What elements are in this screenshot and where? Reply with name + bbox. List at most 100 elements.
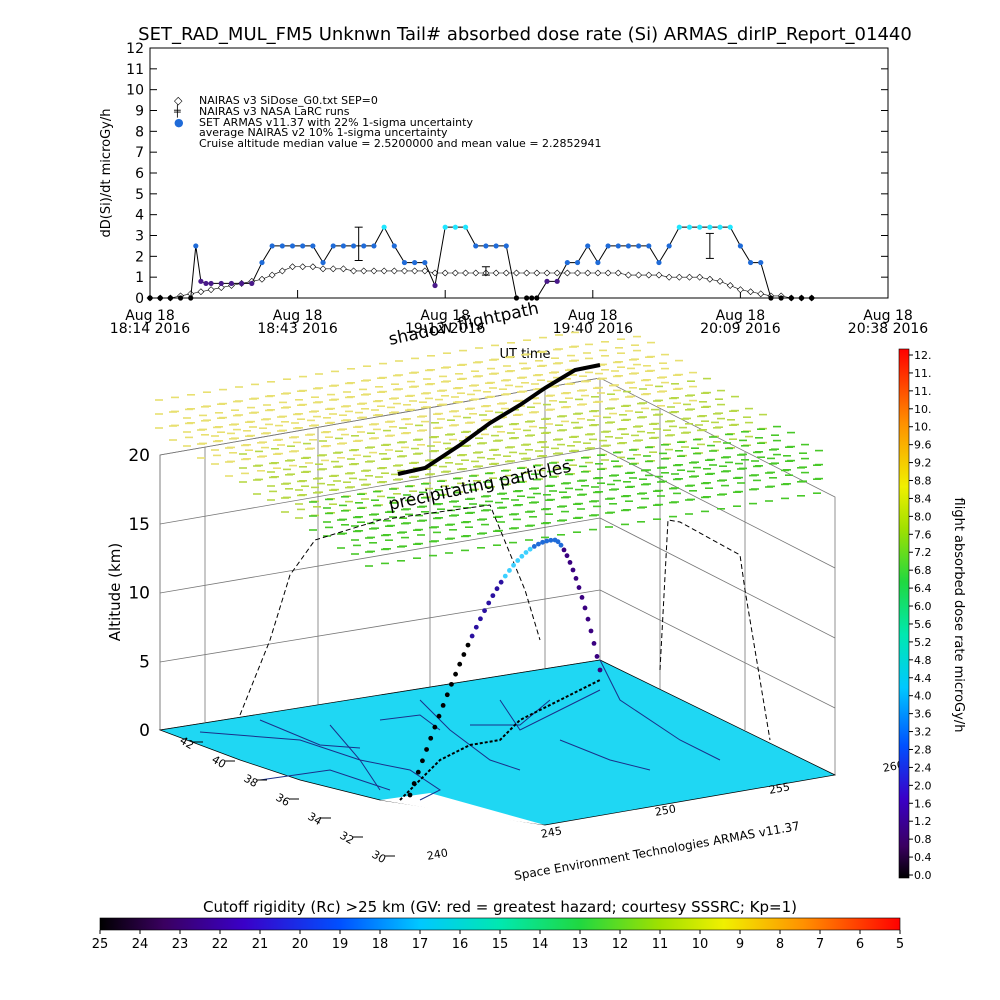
top-x-tick-date: Aug 18 (273, 308, 323, 324)
nairas-v3-point (686, 273, 693, 281)
armas-point (809, 295, 815, 301)
armas-point (442, 224, 448, 230)
nairas-v3-point (523, 269, 531, 277)
map-state-borders (199, 659, 721, 801)
nairas-v3-point (360, 267, 368, 275)
nairas-v3-line (150, 266, 812, 299)
armas-point (193, 243, 199, 249)
bottom-colorbar-tick-label: 21 (252, 937, 269, 952)
nairas-v3-point (411, 267, 419, 275)
altitude-tick-label: 0 (139, 721, 150, 741)
flight-arc-point (436, 713, 442, 719)
flight-3d-plot: 0 5 10 15 20 Altitude (km) 42 40 38 36 34 32 30 24… (106, 299, 905, 883)
armas-point (401, 259, 408, 266)
altitude-ticks: 0 5 10 15 20 (128, 446, 150, 741)
nairas-v3-point (645, 271, 653, 279)
armas-point (249, 280, 255, 287)
top-y-tick-label: 6 (135, 166, 144, 182)
armas-point (330, 243, 336, 249)
armas-point (361, 243, 367, 249)
right-colorbar-tick-label: 4.0 (914, 690, 932, 703)
armas-point (717, 224, 723, 230)
bottom-colorbar-tick-label: 18 (372, 937, 389, 952)
flight-arc-point (498, 579, 504, 585)
top-y-tick-label: 3 (135, 229, 144, 245)
bottom-colorbar-tick-label: 13 (572, 937, 589, 952)
armas-point (340, 243, 347, 249)
right-colorbar: 12. 11. 11. 10. 10. 9.6 9.2 8.8 8.4 8.0 7.6 7.2 6.8 6… (898, 348, 966, 882)
right-colorbar-tick-label: 6.4 (914, 582, 932, 595)
legend-entry-armas: SET ARMAS v11.37 with 22% 1-sigma uncert… (199, 116, 473, 129)
right-colorbar-tick-label: 5.2 (914, 636, 932, 649)
flight-arc-point (415, 769, 421, 775)
latitude-tick-label: 32 (337, 829, 356, 847)
armas-point (605, 243, 611, 249)
nairas-v3-point (563, 269, 571, 277)
top-y-tick-label: 1 (135, 270, 144, 286)
nairas-v3-point (370, 267, 378, 275)
top-y-tick-label: 10 (126, 83, 144, 99)
right-colorbar-tick-label: 3.6 (914, 708, 932, 721)
shadow-flightpath-right (659, 519, 771, 741)
right-colorbar-tick-label: 2.8 (914, 743, 932, 756)
flight-arc-point (573, 576, 579, 581)
top-y-tick-label: 8 (135, 124, 144, 140)
legend-symbol-armas: ● (174, 116, 184, 129)
armas-point (228, 280, 235, 287)
nairas-v3-point (553, 269, 561, 277)
flight-arc-point (515, 558, 521, 563)
flight-arc-point (444, 692, 450, 698)
latitude-ticks: 42 40 38 36 34 32 30 (177, 734, 395, 866)
armas-point (493, 243, 499, 249)
armas-point (391, 243, 397, 249)
flight-arc-point (588, 628, 594, 634)
bottom-colorbar-tick-label: 19 (332, 937, 349, 952)
flight-arc-point (576, 585, 582, 590)
longitude-tick-label: 255 (768, 780, 791, 796)
top-y-tick-label: 2 (135, 249, 144, 265)
map-floor (158, 659, 837, 826)
flight-arc-point (449, 681, 454, 687)
flight-arc-point (540, 539, 545, 545)
flight-arc-point (507, 568, 512, 573)
right-colorbar-tick-label: 9.2 (914, 457, 932, 470)
armas-point (259, 259, 265, 266)
bottom-colorbar-tick-label: 14 (532, 937, 549, 952)
latitude-tick-label: 36 (273, 791, 292, 809)
armas-point (147, 295, 153, 301)
right-colorbar-tick-label: 11. (914, 385, 932, 398)
flight-arc-point (561, 547, 567, 553)
top-y-tick-label: 4 (135, 208, 144, 224)
nairas-v3-point (258, 275, 266, 283)
flight-altitude-arc (407, 537, 603, 798)
flight-arc-point (536, 541, 541, 547)
flight-arc-point (432, 724, 438, 730)
nairas-v3-point (625, 271, 632, 279)
top-x-tick-time: 20:38 2016 (848, 321, 929, 337)
precipitating-particles-field (155, 331, 823, 567)
flight-arc-point (461, 652, 467, 657)
top-y-axis-label: dD(Si)/dt microGy/h (99, 109, 114, 238)
nairas-v3-point (655, 271, 663, 279)
armas-line (150, 226, 812, 299)
bottom-colorbar-tick-label: 25 (92, 937, 109, 952)
bottom-colorbar-tick-label: 22 (212, 937, 229, 952)
armas-point (544, 278, 550, 284)
longitude-tick-label: 240 (426, 846, 449, 862)
altitude-tick-label: 20 (128, 446, 150, 466)
nairas-v3-point (207, 286, 215, 294)
latitude-tick-label: 30 (369, 848, 388, 866)
armas-point (707, 224, 713, 230)
nairas-v3-point (462, 269, 469, 277)
flight-arc-point (527, 546, 533, 552)
latitude-tick-label: 38 (241, 772, 260, 790)
armas-point (574, 259, 581, 266)
armas-point (188, 295, 194, 301)
top-x-tick-time: 19:40 2016 (553, 321, 634, 337)
top-x-tick-time: 18:43 2016 (257, 321, 338, 337)
legend-symbol-nairas-v3: ◇ (174, 94, 183, 107)
altitude-tick-label: 10 (128, 584, 150, 604)
right-colorbar-tick-label: 2.0 (914, 779, 932, 792)
